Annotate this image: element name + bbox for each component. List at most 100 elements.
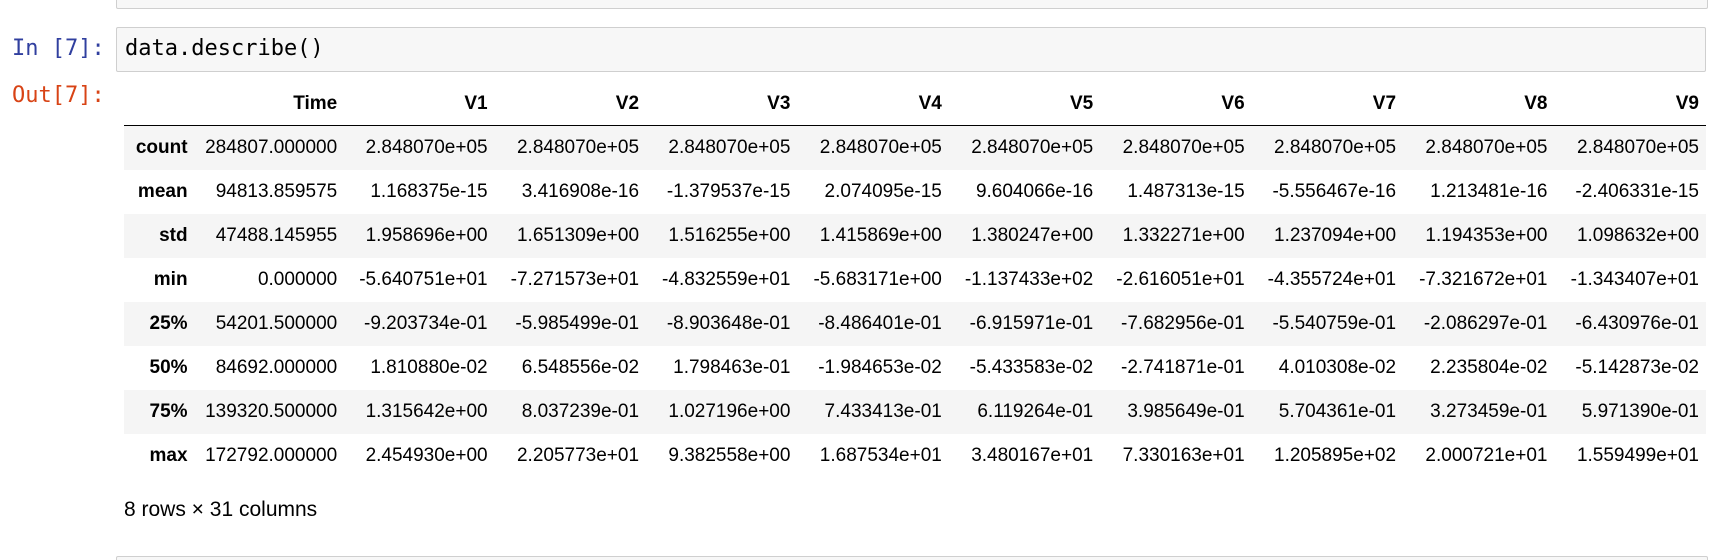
input-prompt: In [7]: bbox=[12, 36, 105, 61]
output-prompt: Out[7]: bbox=[12, 83, 105, 108]
table-cell: -7.271573e+01 bbox=[510, 269, 640, 290]
table-cell: 2.848070e+05 bbox=[516, 137, 640, 158]
row-index-label: count bbox=[135, 137, 188, 158]
table-cell: 2.848070e+05 bbox=[1425, 137, 1548, 158]
column-header: V1 bbox=[343, 82, 495, 126]
table-cell: -2.086297e-01 bbox=[1423, 313, 1548, 334]
table-cell: 1.798463e-01 bbox=[673, 357, 791, 378]
table-cell: 2.848070e+05 bbox=[1122, 137, 1245, 158]
table-cell: 54201.500000 bbox=[215, 313, 338, 334]
table-cell: 3.985649e-01 bbox=[1127, 401, 1245, 422]
table-cell: -5.640751e+01 bbox=[359, 269, 488, 290]
table-cell: 2.235804e-02 bbox=[1430, 357, 1548, 378]
column-header: V5 bbox=[948, 82, 1101, 126]
table-cell: 1.332271e+00 bbox=[1122, 225, 1245, 246]
previous-output-cell[interactable] bbox=[116, 0, 1708, 9]
table-cell: 4.010308e-02 bbox=[1278, 357, 1397, 378]
table-row: min 0.000000 -5.640751e+01 -7.271573e+01 -4.… bbox=[124, 258, 1706, 302]
table-row: 25% 54201.500000 -9.203734e-01 -5.985499e-0… bbox=[124, 302, 1706, 346]
row-index-label: max bbox=[149, 445, 188, 466]
table-cell: 94813.859575 bbox=[215, 181, 338, 202]
column-header: V6 bbox=[1100, 82, 1252, 126]
code-text[interactable]: data.describe() bbox=[125, 36, 324, 61]
table-cell: 1.380247e+00 bbox=[971, 225, 1094, 246]
table-cell: 1.098632e+00 bbox=[1576, 225, 1699, 246]
table-cell: 84692.000000 bbox=[215, 357, 338, 378]
table-cell: -4.355724e+01 bbox=[1267, 269, 1397, 290]
table-row: 75% 139320.500000 1.315642e+00 8.037239e-01… bbox=[124, 390, 1706, 434]
table-cell: 1.168375e-15 bbox=[370, 181, 488, 202]
code-input-area[interactable]: data.describe() bbox=[116, 27, 1706, 72]
table-cell: -1.343407e+01 bbox=[1570, 269, 1699, 290]
table-body: count 284807.000000 2.848070e+05 2.848070e+… bbox=[124, 125, 1706, 479]
table-cell: -6.915971e-01 bbox=[969, 313, 1094, 334]
table-cell: 2.848070e+05 bbox=[365, 137, 488, 158]
table-cell: -6.430976e-01 bbox=[1575, 313, 1699, 334]
table-cell: 8.037239e-01 bbox=[521, 401, 640, 422]
column-header: Time bbox=[195, 82, 344, 126]
table-cell: -1.137433e+02 bbox=[964, 269, 1094, 290]
table-cell: -4.832559e+01 bbox=[662, 269, 791, 290]
table-cell: -2.616051e+01 bbox=[1116, 269, 1245, 290]
table-shape-label: 8 rows × 31 columns bbox=[124, 498, 318, 521]
next-cell[interactable] bbox=[116, 556, 1708, 560]
table-cell: 6.548556e-02 bbox=[521, 357, 640, 378]
output-area: Time V1 V2 V3 V4 V5 V6 V7 V8 V9 count 284… bbox=[124, 82, 1706, 482]
table-cell: 1.651309e+00 bbox=[516, 225, 640, 246]
table-cell: 3.273459e-01 bbox=[1430, 401, 1548, 422]
table-cell: -1.984653e-02 bbox=[818, 357, 942, 378]
column-header: V8 bbox=[1403, 82, 1555, 126]
table-cell: -5.540759e-01 bbox=[1272, 313, 1397, 334]
table-cell: 2.205773e+01 bbox=[516, 445, 640, 466]
describe-table: Time V1 V2 V3 V4 V5 V6 V7 V8 V9 count 284… bbox=[124, 82, 1706, 478]
table-cell: 1.559499e+01 bbox=[1576, 445, 1699, 466]
table-cell: 1.315642e+00 bbox=[365, 401, 488, 422]
column-header: V9 bbox=[1554, 82, 1706, 126]
table-cell: 7.330163e+01 bbox=[1122, 445, 1245, 466]
table-cell: 2.848070e+05 bbox=[819, 137, 942, 158]
table-cell: 1.687534e+01 bbox=[819, 445, 942, 466]
table-cell: 2.000721e+01 bbox=[1425, 445, 1548, 466]
table-cell: 2.848070e+05 bbox=[668, 137, 791, 158]
table-cell: -5.683171e+00 bbox=[813, 269, 942, 290]
table-cell: 5.704361e-01 bbox=[1278, 401, 1397, 422]
table-cell: 2.848070e+05 bbox=[1274, 137, 1397, 158]
column-header: V2 bbox=[494, 82, 647, 126]
table-cell: 1.027196e+00 bbox=[668, 401, 791, 422]
table-cell: 1.487313e-15 bbox=[1127, 181, 1245, 202]
table-row: count 284807.000000 2.848070e+05 2.848070e+… bbox=[124, 125, 1706, 170]
row-index-label: min bbox=[153, 269, 188, 290]
table-cell: 1.958696e+00 bbox=[365, 225, 488, 246]
table-cell: -5.556467e-16 bbox=[1272, 181, 1397, 202]
table-cell: -5.985499e-01 bbox=[515, 313, 640, 334]
table-cell: 2.074095e-15 bbox=[824, 181, 942, 202]
table-cell: -9.203734e-01 bbox=[364, 313, 488, 334]
table-cell: 3.480167e+01 bbox=[971, 445, 1094, 466]
table-row: std 47488.145955 1.958696e+00 1.651309e+00 1… bbox=[124, 214, 1706, 258]
table-row: mean 94813.859575 1.168375e-15 3.416908e-16… bbox=[124, 170, 1706, 214]
table-cell: 6.119264e-01 bbox=[977, 401, 1094, 422]
table-cell: -1.379537e-15 bbox=[666, 181, 791, 202]
table-cell: -2.406331e-15 bbox=[1575, 181, 1699, 202]
table-cell: 1.237094e+00 bbox=[1274, 225, 1397, 246]
table-cell: 5.971390e-01 bbox=[1581, 401, 1699, 422]
column-header: V7 bbox=[1251, 82, 1404, 126]
column-header: V3 bbox=[646, 82, 798, 126]
table-cell: -8.486401e-01 bbox=[818, 313, 942, 334]
table-cell: 2.848070e+05 bbox=[971, 137, 1094, 158]
table-cell: 47488.145955 bbox=[215, 225, 338, 246]
table-cell: 1.194353e+00 bbox=[1425, 225, 1548, 246]
table-cell: 2.454930e+00 bbox=[365, 445, 488, 466]
table-header-row: Time V1 V2 V3 V4 V5 V6 V7 V8 V9 bbox=[124, 82, 1706, 126]
table-cell: 9.604066e-16 bbox=[975, 181, 1094, 202]
table-cell: 172792.000000 bbox=[205, 445, 338, 466]
table-cell: 1.810880e-02 bbox=[370, 357, 488, 378]
row-index-label: std bbox=[159, 225, 188, 246]
table-cell: 139320.500000 bbox=[205, 401, 338, 422]
table-cell: 1.516255e+00 bbox=[668, 225, 791, 246]
table-cell: 3.416908e-16 bbox=[521, 181, 640, 202]
row-index-label: 75% bbox=[149, 401, 188, 422]
table-cell: -7.682956e-01 bbox=[1121, 313, 1245, 334]
table-cell: -5.142873e-02 bbox=[1575, 357, 1699, 378]
table-cell: 284807.000000 bbox=[205, 137, 338, 158]
